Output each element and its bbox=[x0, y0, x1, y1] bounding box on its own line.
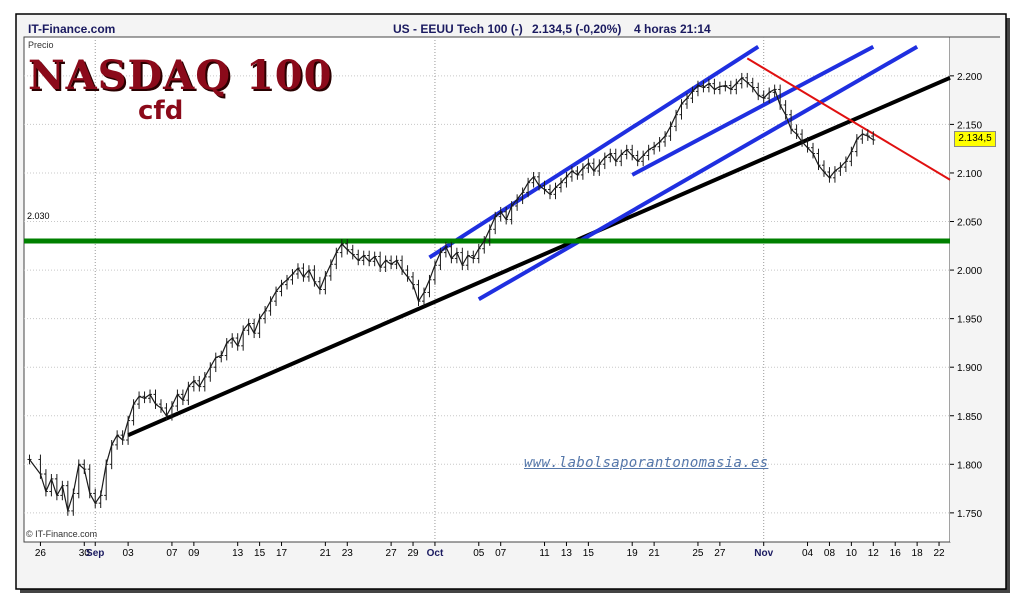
y-axis-label: Precio bbox=[28, 40, 54, 50]
trend-line-channel-lower bbox=[477, 44, 919, 301]
x-tick-label: 15 bbox=[254, 548, 266, 559]
x-tick-label: 04 bbox=[802, 548, 814, 559]
y-tick-label: 1.900 bbox=[957, 363, 982, 374]
last-price-label: 2.134,5 bbox=[954, 131, 996, 148]
x-tick-label: 07 bbox=[166, 548, 178, 559]
axis-area bbox=[950, 37, 1000, 542]
x-tick-label: Sep bbox=[86, 548, 104, 559]
x-tick-label: 21 bbox=[649, 548, 661, 559]
watermark-link[interactable]: www.labolsaporantonomasia.es bbox=[524, 455, 769, 471]
x-tick-label: 15 bbox=[583, 548, 595, 559]
instrument-name: US - EEUU Tech 100 (-) bbox=[393, 22, 523, 36]
x-tick-label: 19 bbox=[627, 548, 639, 559]
x-tick-label: 12 bbox=[868, 548, 880, 559]
x-tick-label: 26 bbox=[35, 548, 47, 559]
y-tick-label: 2.050 bbox=[957, 218, 982, 229]
x-tick-label: 23 bbox=[342, 548, 354, 559]
y-tick-label: 1.800 bbox=[957, 460, 982, 471]
x-tick-label: 17 bbox=[276, 548, 288, 559]
price-change: 2.134,5 (-0,20%) bbox=[532, 22, 622, 36]
x-tick-label: 22 bbox=[933, 548, 945, 559]
trend-line-support bbox=[127, 75, 951, 438]
brand-header: IT-Finance.com bbox=[28, 22, 116, 36]
x-tick-label: Nov bbox=[754, 548, 773, 559]
y-tick-label: 1.950 bbox=[957, 315, 982, 326]
price-line bbox=[29, 76, 874, 514]
y-tick-label: 2.150 bbox=[957, 120, 982, 131]
clock: 21:14 bbox=[680, 22, 711, 36]
price-series bbox=[27, 72, 876, 516]
trend-line-channel-mid bbox=[631, 44, 875, 177]
x-tick-label: 03 bbox=[123, 548, 135, 559]
y-tick-label: 2.200 bbox=[957, 72, 982, 83]
x-tick-label: 13 bbox=[561, 548, 573, 559]
y-tick-label: 1.750 bbox=[957, 509, 982, 520]
level-label: 2.030 bbox=[27, 211, 50, 221]
x-tick-label: 05 bbox=[473, 548, 485, 559]
chart-title: NASDAQ 100 bbox=[28, 52, 333, 99]
x-tick-label: 13 bbox=[232, 548, 244, 559]
timeframe: 4 horas bbox=[634, 22, 677, 36]
x-tick-label: 07 bbox=[495, 548, 507, 559]
x-tick-label: 30 bbox=[79, 548, 91, 559]
x-tick-label: 29 bbox=[407, 548, 419, 559]
x-tick-label: 09 bbox=[188, 548, 200, 559]
x-tick-label: 08 bbox=[824, 548, 836, 559]
x-tick-label: 11 bbox=[539, 548, 550, 559]
y-tick-label: 2.000 bbox=[957, 266, 982, 277]
trend-line-downtrend bbox=[746, 57, 951, 181]
chart-subtitle: cfd bbox=[138, 96, 184, 126]
x-tick-label: 18 bbox=[912, 548, 924, 559]
y-tick-label: 1.850 bbox=[957, 412, 982, 423]
x-tick-label: 27 bbox=[386, 548, 398, 559]
grid bbox=[24, 37, 950, 542]
x-tick-label: 16 bbox=[890, 548, 902, 559]
trend-lines bbox=[24, 44, 951, 438]
x-tick-label: 10 bbox=[846, 548, 858, 559]
x-tick-label: 27 bbox=[714, 548, 726, 559]
x-tick-label: Oct bbox=[427, 548, 444, 559]
y-tick-label: 2.100 bbox=[957, 169, 982, 180]
copyright: © IT-Finance.com bbox=[26, 529, 98, 539]
x-tick-label: 25 bbox=[692, 548, 704, 559]
y-axis: 1.750 1.800 1.850 1.900 1.950 2.000 2.050 2.100… bbox=[950, 72, 982, 520]
x-tick-label: 21 bbox=[320, 548, 332, 559]
